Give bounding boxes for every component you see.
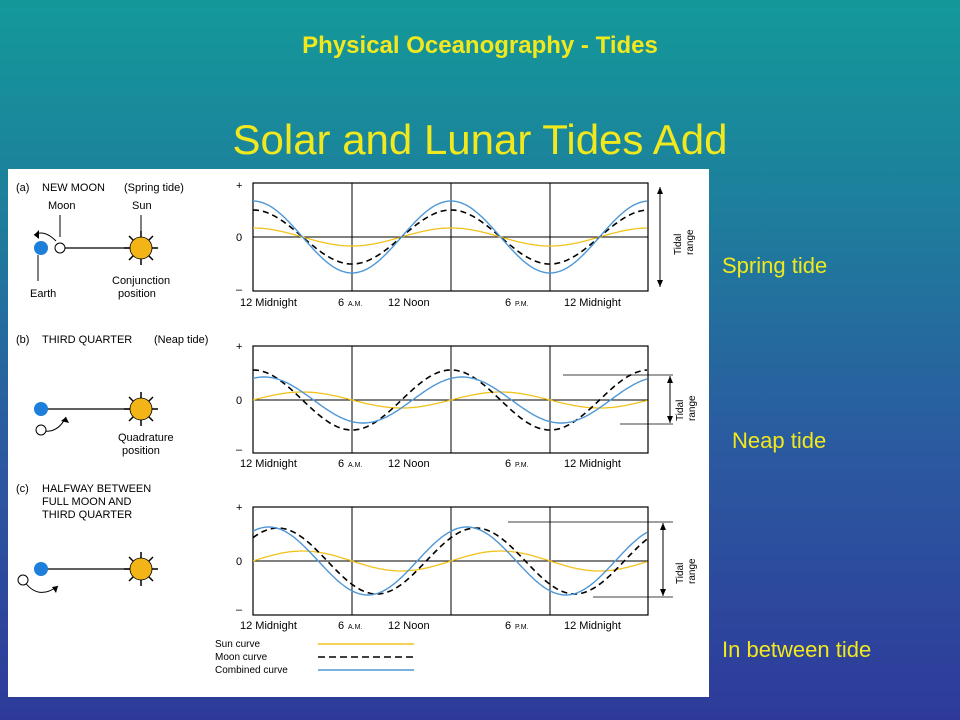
graph-a-range-arrow-down-icon xyxy=(657,280,663,287)
tide-curves xyxy=(252,200,648,596)
graph-b-xlabel-midnight-2: 12 Midnight xyxy=(564,458,621,470)
graph-c-xlabel-midnight-1: 12 Midnight xyxy=(240,620,297,632)
panel-c-moon-icon xyxy=(17,574,29,586)
graph-c-moon-curve xyxy=(252,527,648,595)
graph-b-range-arrow-down-icon xyxy=(667,416,673,423)
graph-a-xlabel-midnight-1: 12 Midnight xyxy=(240,297,297,309)
slide-heading: Solar and Lunar Tides Add xyxy=(232,116,728,163)
graph-b-xlabel-midnight-1: 12 Midnight xyxy=(240,458,297,470)
slide-title: Physical Oceanography - Tides xyxy=(302,32,658,59)
graph-c-xlabel-noon: 12 Noon xyxy=(388,620,430,632)
legend-combined-label: Combined curve xyxy=(215,665,288,676)
graph-c-range-label-1: Tidal xyxy=(675,563,686,584)
legend-moon-label: Moon curve xyxy=(215,652,268,663)
graph-a-xlabel-6: 6 xyxy=(338,297,344,309)
graph-a-range-label-2: range xyxy=(685,229,696,255)
sun-label: Sun xyxy=(132,200,152,212)
panel-a: (a) NEW MOON (Spring tide) Moon Sun Eart… xyxy=(16,182,184,300)
curve-legend: Sun curve Moon curve Combined curve xyxy=(215,639,414,676)
panel-c-sun-icon xyxy=(124,552,158,586)
graph-b-ytick-zero: 0 xyxy=(236,395,242,407)
graph-b-xlabel-6: 6 xyxy=(338,458,344,470)
graph-b-xlabel-am: A.M. xyxy=(348,462,362,469)
panel-a-position-1: Conjunction xyxy=(112,275,170,287)
panel-b-caption-1: THIRD QUARTER xyxy=(42,334,132,346)
graph-b-range-arrow-up-icon xyxy=(667,376,673,383)
graph-b-xlabel-6b: 6 xyxy=(505,458,511,470)
graph-b-moon-curve xyxy=(252,369,648,431)
graph-b-range-label-2: range xyxy=(687,395,698,421)
graph-a-ytick-zero: 0 xyxy=(236,232,242,244)
graph-c-xlabel-pm: P.M. xyxy=(515,624,529,631)
graph-c-xlabel-6: 6 xyxy=(338,620,344,632)
graph-b-xlabel-noon: 12 Noon xyxy=(388,458,430,470)
orbit-arrowhead-icon xyxy=(34,230,39,239)
graph-a: + 0 – 12 Midnight 6 A.M. 12 Noon 6 P.M. … xyxy=(236,180,696,309)
panel-c-caption-1: HALFWAY BETWEEN xyxy=(42,483,151,495)
graph-a-ytick-minus: – xyxy=(236,284,243,296)
graph-a-ytick-plus: + xyxy=(236,180,242,192)
tide-graphs: + 0 – 12 Midnight 6 A.M. 12 Noon 6 P.M. … xyxy=(236,180,698,632)
graph-a-combined-curve xyxy=(252,200,648,274)
panel-b-tag: (b) xyxy=(16,334,29,346)
panel-c-orbit-arc-icon xyxy=(23,580,59,593)
graph-c-ytick-plus: + xyxy=(236,502,242,514)
graph-a-range-label-1: Tidal xyxy=(673,234,684,255)
legend-sun-label: Sun curve xyxy=(215,639,260,650)
panel-b-orbit-arc-icon xyxy=(43,416,67,432)
graph-a-xlabel-am: A.M. xyxy=(348,301,362,308)
graph-b-range-label-1: Tidal xyxy=(675,400,686,421)
graph-c-xlabel-6b: 6 xyxy=(505,620,511,632)
graph-b: + 0 – 12 Midnight 6 A.M. 12 Noon 6 P.M. … xyxy=(236,341,698,470)
panel-a-position-2: position xyxy=(118,288,156,300)
moon-icon xyxy=(54,242,66,254)
graph-c-ytick-zero: 0 xyxy=(236,556,242,568)
earth-icon xyxy=(34,241,48,255)
panel-b-sun-icon xyxy=(124,392,158,426)
graph-a-xlabel-pm: P.M. xyxy=(515,301,529,308)
panel-c-caption-3: THIRD QUARTER xyxy=(42,509,132,521)
panel-c-orbit-arrowhead-icon xyxy=(52,586,58,593)
graph-c-xlabel-am: A.M. xyxy=(348,624,362,631)
panel-b-position-2: position xyxy=(122,445,160,457)
panel-b-caption-2: (Neap tide) xyxy=(154,334,208,346)
sun-icon xyxy=(124,231,158,265)
panel-c-tag: (c) xyxy=(16,483,29,495)
panel-c: (c) HALFWAY BETWEEN FULL MOON AND THIRD … xyxy=(16,483,158,593)
in-between-tide-label: In between tide xyxy=(722,637,872,662)
graph-a-sun-curve xyxy=(253,227,648,247)
panel-c-caption-2: FULL MOON AND xyxy=(42,496,131,508)
spring-tide-label: Spring tide xyxy=(722,253,828,278)
panel-b: (b) THIRD QUARTER (Neap tide) Quadrature… xyxy=(16,334,208,457)
graph-c-range-arrow-up-icon xyxy=(660,523,666,530)
neap-tide-label: Neap tide xyxy=(732,428,827,453)
graph-c-range-label-2: range xyxy=(687,558,698,584)
earth-label: Earth xyxy=(30,288,56,300)
moon-label: Moon xyxy=(48,200,76,212)
graph-b-sun-curve xyxy=(252,391,648,409)
panel-b-moon-icon xyxy=(35,424,47,436)
graph-b-ytick-plus: + xyxy=(236,341,242,353)
graph-b-xlabel-pm: P.M. xyxy=(515,462,529,469)
graph-c-range-arrow-down-icon xyxy=(660,589,666,596)
graph-c-ytick-minus: – xyxy=(236,604,243,616)
panel-c-earth-icon xyxy=(34,562,48,576)
panel-a-tag: (a) xyxy=(16,182,29,194)
graph-c-xlabel-midnight-2: 12 Midnight xyxy=(564,620,621,632)
panel-a-caption-2: (Spring tide) xyxy=(124,182,184,194)
panel-a-caption-1: NEW MOON xyxy=(42,182,105,194)
graph-b-combined-curve xyxy=(252,376,648,424)
graph-a-xlabel-noon: 12 Noon xyxy=(388,297,430,309)
panel-b-orbit-arrowhead-icon xyxy=(61,417,69,423)
graph-a-xlabel-midnight-2: 12 Midnight xyxy=(564,297,621,309)
panel-b-earth-icon xyxy=(34,402,48,416)
graph-a-xlabel-6b: 6 xyxy=(505,297,511,309)
graph-c-combined-curve xyxy=(252,526,648,596)
graph-a-range-arrow-up-icon xyxy=(657,187,663,194)
graph-b-ytick-minus: – xyxy=(236,444,243,456)
panel-b-position-1: Quadrature xyxy=(118,432,174,444)
tide-figure: (a) NEW MOON (Spring tide) Moon Sun Eart… xyxy=(8,169,709,697)
